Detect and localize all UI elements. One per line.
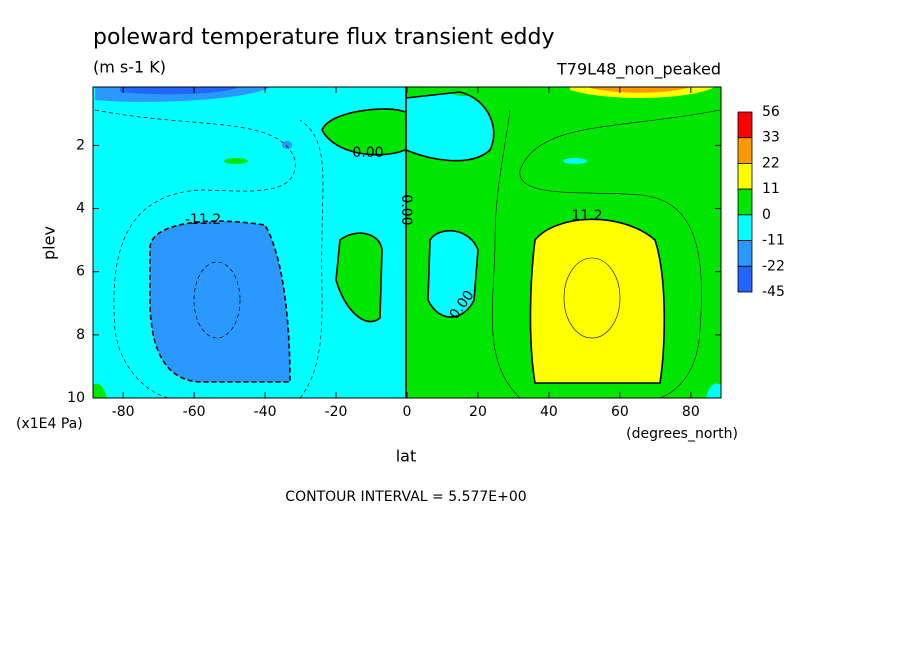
- x-tick-label: 60: [611, 404, 629, 420]
- y-tick-label: 6: [76, 264, 85, 280]
- x-tick-label: 0: [403, 404, 412, 420]
- plot-area: -11.2 0.00 0.00 11.2 0.00: [92, 86, 722, 399]
- x-tick-label: -60: [183, 404, 206, 420]
- x-tick-label: 80: [682, 404, 700, 420]
- y-axis-label: plev: [40, 226, 59, 260]
- contour-line: [299, 119, 324, 399]
- region: [563, 158, 587, 164]
- y-tick-label: 8: [76, 327, 85, 343]
- colorbar-label: -11: [762, 233, 785, 249]
- region: [428, 230, 478, 317]
- region: [282, 141, 292, 149]
- region: [93, 383, 107, 398]
- y-tick-label: 2: [76, 137, 85, 153]
- y-tick-label: 4: [76, 201, 85, 217]
- subtitle: (m s-1 K): [93, 58, 166, 77]
- contour-line: [321, 87, 495, 398]
- colorbar-box: [737, 188, 753, 216]
- colorbar-label: 11: [762, 181, 780, 197]
- colorbar-label: 33: [762, 130, 780, 146]
- x-tick-label: 40: [540, 404, 558, 420]
- footer: CONTOUR INTERVAL = 5.577E+00: [285, 489, 526, 505]
- x-units: (degrees_north): [626, 426, 738, 442]
- x-axis-label: lat: [396, 447, 417, 466]
- colorbar-box: [737, 111, 753, 139]
- contour-line: [529, 218, 666, 384]
- colorbar-box: [737, 163, 753, 190]
- region: [530, 219, 665, 383]
- x-tick-label: 20: [469, 404, 487, 420]
- colorbar-label: -22: [762, 258, 785, 274]
- colorbar-label: 0: [762, 207, 771, 223]
- region: [150, 221, 290, 382]
- x-tick-label: -20: [325, 404, 348, 420]
- region: [336, 88, 364, 96]
- region: [706, 383, 721, 398]
- colorbar-box: [737, 240, 753, 267]
- region: [451, 88, 479, 96]
- x-tick-label: -80: [112, 404, 135, 420]
- y-tick-label: 10: [67, 390, 85, 406]
- contour-label: 0.00: [398, 194, 414, 225]
- colorbar-label: -45: [762, 284, 785, 300]
- region: [120, 87, 240, 95]
- contour-line: [563, 257, 621, 339]
- region: [406, 92, 494, 161]
- contour-line: [519, 109, 721, 399]
- contour-label: 0.00: [352, 145, 383, 161]
- region: [336, 233, 382, 322]
- colorbar-box: [737, 214, 753, 241]
- x-tick-label: -40: [254, 404, 277, 420]
- colorbar-box: [737, 137, 753, 164]
- y-units: (x1E4 Pa): [16, 416, 83, 432]
- colorbar-label: 56: [762, 104, 780, 120]
- chart-title: poleward temperature flux transient eddy: [93, 25, 555, 50]
- contour-label: 11.2: [571, 208, 602, 224]
- contour-label: -11.2: [185, 212, 221, 228]
- contour-line: [149, 220, 291, 383]
- contour-line: [491, 109, 521, 399]
- contour-line: [94, 109, 296, 399]
- colorbar-label: 22: [762, 155, 780, 171]
- region: [590, 87, 690, 93]
- experiment: T79L48_non_peaked: [556, 60, 721, 80]
- contour-line: [193, 261, 241, 339]
- region: [322, 109, 405, 155]
- colorbar-box: [737, 265, 753, 293]
- region: [224, 158, 248, 164]
